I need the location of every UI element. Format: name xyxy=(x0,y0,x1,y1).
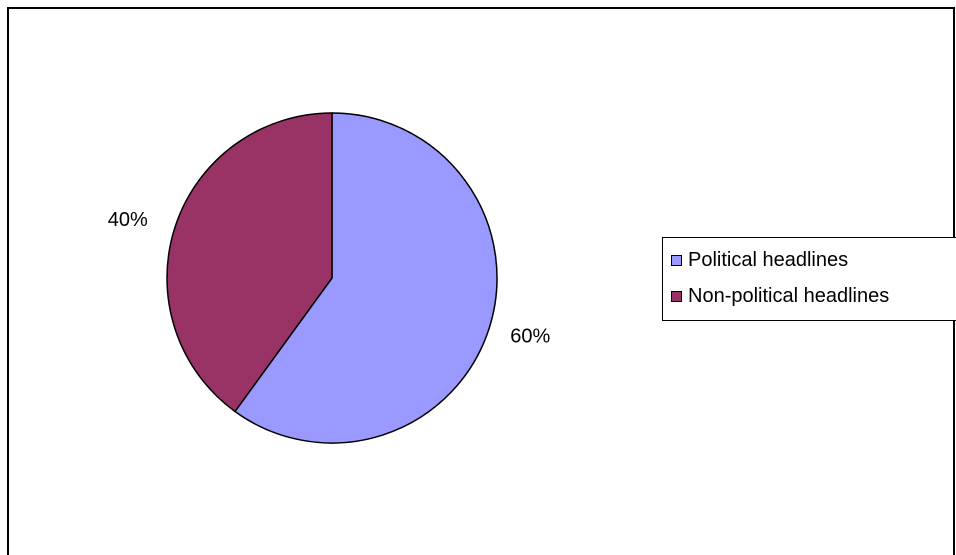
legend-label-non-political: Non-political headlines xyxy=(688,284,890,307)
pie-slice-non-political xyxy=(166,112,333,413)
data-label-non-political: 40% xyxy=(108,209,148,231)
pie-slice-political xyxy=(233,112,498,444)
legend: Political headlines Non-political headli… xyxy=(662,237,956,321)
legend-label-political: Political headlines xyxy=(688,248,849,271)
legend-swatch-non-political xyxy=(671,290,682,302)
legend-item-non-political: Non-political headlines xyxy=(671,284,889,308)
data-label-political: 60% xyxy=(510,326,550,348)
legend-item-political: Political headlines xyxy=(671,248,848,272)
legend-swatch-political xyxy=(671,254,682,266)
